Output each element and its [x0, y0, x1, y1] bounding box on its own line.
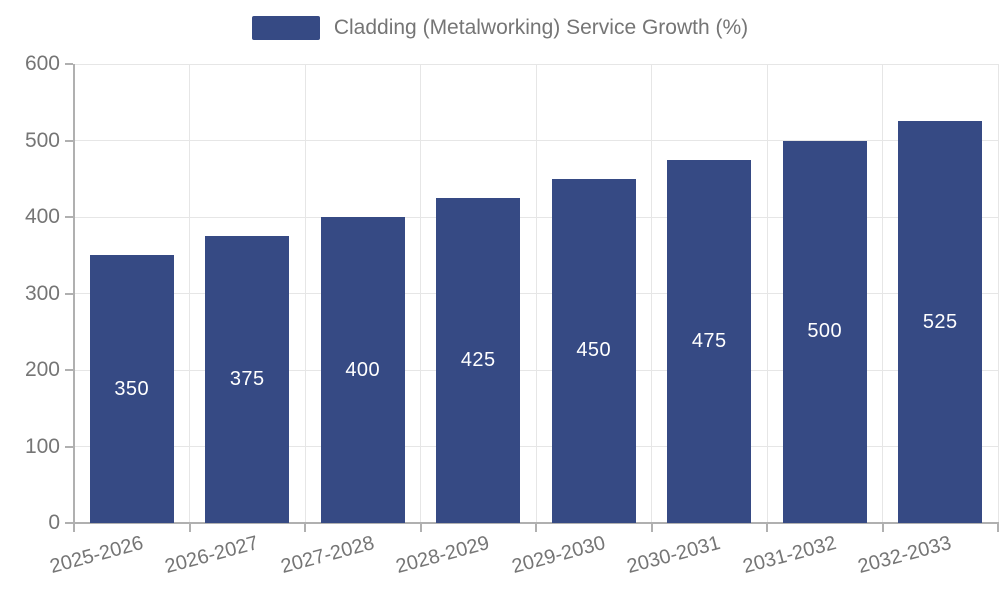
bar-2029-2030: 450 [551, 178, 636, 523]
bar-value-label: 500 [807, 320, 843, 343]
y-axis-tick [65, 216, 73, 218]
bar-2027-2028: 400 [320, 217, 405, 523]
x-axis-tick [881, 524, 884, 532]
legend-label: Cladding (Metalworking) Service Growth (… [333, 16, 749, 39]
bar-value-label: 350 [114, 377, 150, 400]
y-axis-tick [65, 292, 73, 295]
x-axis-line [73, 522, 999, 524]
y-axis-line [73, 64, 75, 524]
y-axis-tick [65, 139, 73, 142]
gridline-vertical [420, 64, 421, 523]
bar-2026-2027: 375 [205, 236, 290, 523]
bar-2028-2029: 425 [436, 197, 521, 523]
legend[interactable]: Cladding (Metalworking) Service Growth (… [0, 16, 1000, 40]
gridline-vertical [766, 64, 768, 523]
gridline-vertical [304, 64, 306, 523]
x-axis-tick [766, 524, 768, 532]
x-axis-tick [535, 524, 537, 532]
bar-value-label: 400 [345, 358, 381, 381]
x-axis-tick [188, 524, 191, 532]
y-axis-tick [65, 369, 73, 371]
x-axis-tick [997, 524, 999, 532]
gridline-vertical [882, 64, 883, 523]
bar-2032-2033: 525 [898, 121, 983, 523]
x-axis-tick [419, 524, 422, 532]
x-axis-tick [650, 524, 653, 532]
y-axis-tick-label: 300 [24, 281, 60, 305]
legend-swatch [251, 16, 320, 40]
bar-value-label: 475 [691, 329, 727, 352]
y-axis-tick-label: 200 [24, 358, 60, 381]
bar-2030-2031: 475 [667, 159, 752, 523]
bar-2025-2026: 350 [89, 255, 174, 523]
x-axis-tick [304, 524, 306, 532]
y-axis-tick-label: 100 [24, 434, 60, 458]
gridline-vertical [997, 64, 999, 523]
y-axis-tick-label: 400 [24, 205, 60, 228]
x-axis-tick [73, 524, 75, 532]
gridline-vertical [535, 64, 537, 523]
y-axis-tick [65, 445, 73, 448]
bar-2031-2032: 500 [782, 140, 867, 523]
gridline-vertical [651, 64, 652, 523]
y-axis-tick [65, 522, 73, 524]
y-axis-tick [65, 63, 73, 65]
y-axis-tick-label: 500 [24, 128, 60, 152]
y-axis-tick-label: 0 [48, 511, 60, 534]
gridline-vertical [189, 64, 190, 523]
bar-value-label: 450 [576, 339, 612, 362]
bar-value-label: 525 [922, 310, 958, 333]
bar-value-label: 425 [460, 348, 496, 371]
bar-value-label: 375 [229, 368, 265, 391]
y-axis-tick-label: 600 [24, 52, 60, 75]
